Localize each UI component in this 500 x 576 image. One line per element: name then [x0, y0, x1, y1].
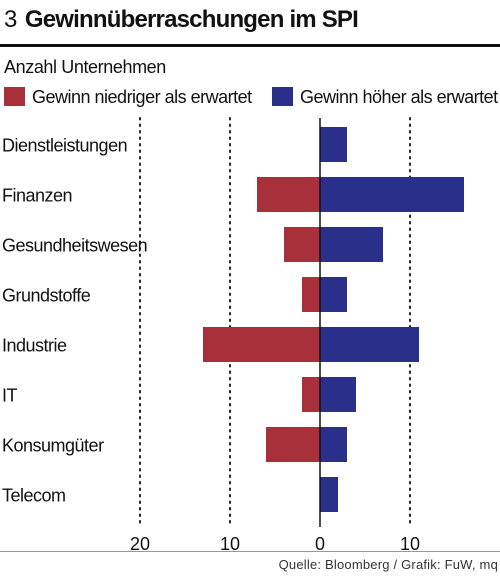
category-label: Industrie [2, 336, 67, 356]
bar-negative-5 [203, 327, 320, 362]
chart-header: 3 Gewinnüberraschungen im SPI [4, 6, 359, 40]
bar-positive-2 [320, 177, 464, 212]
title-rule [0, 44, 500, 47]
legend-item-negative: Gewinn niedriger als erwartet [4, 87, 252, 109]
bar-negative-3 [284, 227, 320, 262]
category-label: Telecom [2, 486, 66, 506]
bar-negative-4 [302, 277, 320, 312]
bar-positive-3 [320, 227, 383, 262]
bar-negative-6 [302, 377, 320, 412]
source-note: Quelle: Bloomberg / Grafik: FuW, mq [278, 557, 498, 572]
legend-swatch-negative [4, 87, 25, 106]
category-label: Grundstoffe [2, 286, 91, 306]
figure-number: 3 [4, 6, 17, 33]
bar-positive-8 [320, 477, 338, 512]
x-tick-label: 0 [315, 534, 325, 554]
category-label: Konsumgüter [2, 436, 104, 456]
bar-positive-1 [320, 127, 347, 162]
bar-positive-6 [320, 377, 356, 412]
x-tick-label: 10 [400, 534, 420, 554]
bar-chart: Dienstleistungen Finanzen Gesundheitswesen… [2, 117, 464, 554]
chart-title: Gewinnüberraschungen im SPI [24, 6, 359, 33]
bar-negative-2 [257, 177, 320, 212]
bar-positive-5 [320, 327, 419, 362]
category-label: Dienstleistungen [2, 136, 127, 156]
category-label: Finanzen [2, 186, 72, 206]
legend-label-positive: Gewinn höher als erwartet [300, 87, 498, 107]
category-label: IT [2, 386, 18, 406]
legend-label-negative: Gewinn niedriger als erwartet [32, 87, 252, 107]
legend-item-positive: Gewinn höher als erwartet [272, 87, 498, 109]
x-tick-label: 20 [130, 534, 150, 554]
bar-negative-7 [266, 427, 320, 462]
bar-positive-7 [320, 427, 347, 462]
x-tick-label: 10 [220, 534, 240, 554]
bar-positive-4 [320, 277, 347, 312]
bottom-rule [0, 551, 500, 552]
unit-label: Anzahl Unternehmen [4, 57, 166, 77]
legend-swatch-positive [272, 87, 293, 106]
category-label: Gesundheitswesen [2, 236, 147, 256]
